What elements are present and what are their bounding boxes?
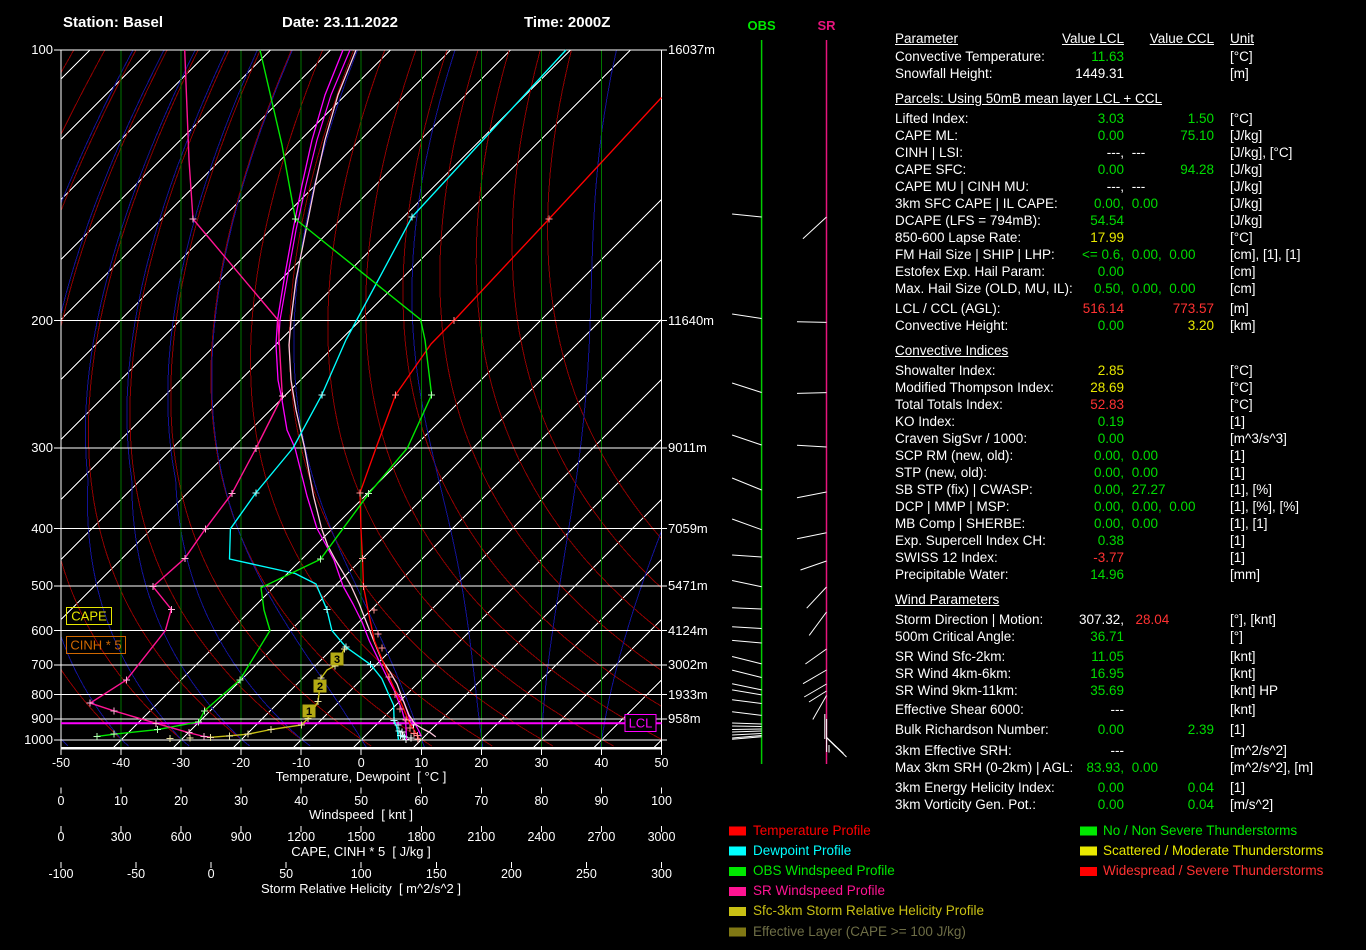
svg-text:2: 2 xyxy=(317,681,323,693)
svg-text:1: 1 xyxy=(306,706,312,718)
svg-text:3: 3 xyxy=(334,654,340,666)
svg-text:CAPE: CAPE xyxy=(71,609,107,624)
svg-text:CINH * 5: CINH * 5 xyxy=(70,638,121,653)
svg-text:LCL: LCL xyxy=(629,716,653,731)
